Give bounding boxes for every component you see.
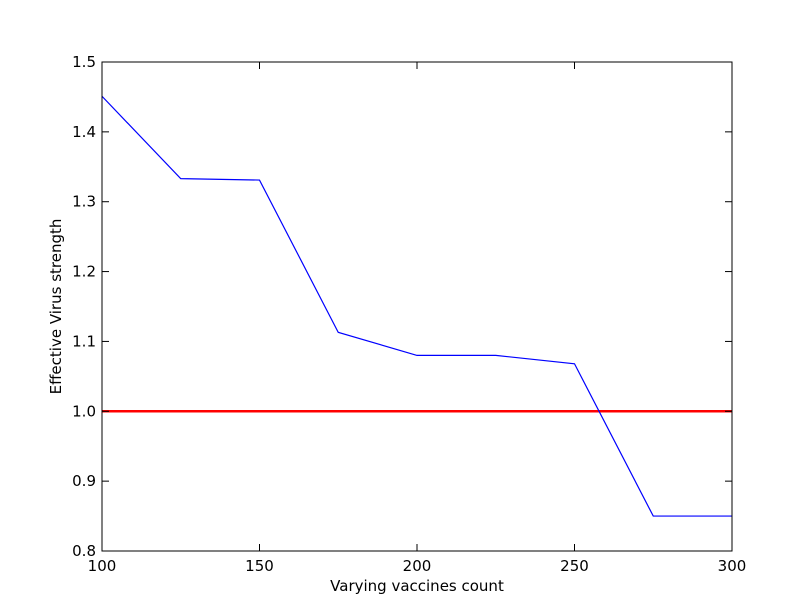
y-tick-label: 1.2 — [72, 263, 96, 281]
y-tick-label: 1.3 — [72, 193, 96, 211]
x-tick-label: 150 — [245, 557, 274, 575]
x-tick-label: 200 — [403, 557, 432, 575]
x-tick-label: 300 — [718, 557, 747, 575]
plot-frame — [101, 61, 733, 552]
tick-labels: 100 150 200 250 300 0.8 0.9 1.0 1.1 1.2 1.3 1.4 1.5 — [72, 53, 746, 575]
plot-area — [102, 62, 732, 551]
x-tick-label: 100 — [88, 557, 117, 575]
x-tick-label: 250 — [560, 557, 589, 575]
y-tick-label: 0.9 — [72, 472, 96, 490]
x-axis-label: Varying vaccines count — [330, 577, 504, 595]
y-tick-label: 1.0 — [72, 402, 96, 420]
y-tick-label: 1.5 — [72, 53, 96, 71]
chart-marks — [101, 95, 732, 517]
y-tick-label: 1.4 — [72, 123, 96, 141]
y-axis-label: Effective Virus strength — [47, 219, 65, 395]
y-tick-label: 0.8 — [72, 542, 96, 560]
series-line-0 — [101, 95, 732, 517]
y-tick-label: 1.1 — [72, 332, 96, 350]
